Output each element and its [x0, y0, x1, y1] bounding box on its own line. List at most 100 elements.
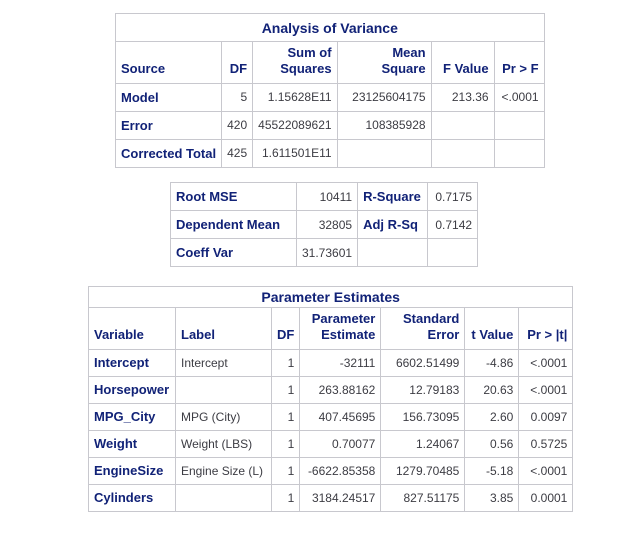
params-cell-label: Weight (LBS): [175, 429, 272, 458]
params-col-pr-t: Pr > |t|: [518, 307, 574, 350]
params-cell-df: 1: [270, 348, 301, 377]
params-cell-estimate: 3184.24517: [299, 483, 382, 512]
anova-cell-p: <.0001: [493, 82, 545, 112]
fit-value: 32805: [295, 210, 359, 239]
table-row: Corrected Total 425 1.611501E11: [114, 138, 545, 168]
fit-statistics-table: Root MSE 10411 R-Square 0.7175 Dependent…: [170, 182, 479, 267]
params-col-estimate: Parameter Estimate: [299, 307, 382, 350]
anova-cell-ss: 1.15628E11: [252, 82, 338, 112]
params-cell-estimate: 407.45695: [299, 402, 382, 431]
params-row-label: Weight: [88, 429, 176, 458]
anova-cell-ms: [336, 138, 432, 168]
params-cell-t: -4.86: [464, 348, 520, 377]
parameter-estimates-table: Parameter Estimates Variable Label DF Pa…: [87, 286, 574, 512]
anova-row-label: Corrected Total: [114, 138, 223, 168]
params-cell-stderr: 6602.51499: [380, 348, 466, 377]
anova-col-df: DF: [221, 41, 254, 84]
anova-col-source: Source: [114, 41, 223, 84]
table-row: Dependent Mean 32805 Adj R-Sq 0.7142: [170, 210, 479, 239]
anova-cell-ms: 108385928: [336, 110, 432, 140]
params-cell-stderr: 1.24067: [380, 429, 466, 458]
anova-col-sum-of-squares: Sum of Squares: [252, 41, 338, 84]
params-cell-p: 0.0097: [518, 402, 574, 431]
anova-title-row: Analysis of Variance: [115, 13, 545, 42]
params-cell-t: -5.18: [464, 456, 520, 485]
fit-row-label: [357, 238, 429, 267]
params-cell-estimate: -6622.85358: [299, 456, 382, 485]
anova-col-mean-square: Mean Square: [336, 41, 432, 84]
params-cell-t: 2.60: [464, 402, 520, 431]
params-cell-p: <.0001: [518, 348, 574, 377]
fit-row-label: Adj R-Sq: [357, 210, 429, 239]
fit-row-label: Dependent Mean: [170, 210, 297, 239]
anova-cell-df: 425: [221, 138, 254, 168]
params-cell-t: 20.63: [464, 375, 520, 404]
fit-value: [427, 238, 479, 267]
table-row: Weight Weight (LBS) 1 0.70077 1.24067 0.…: [88, 429, 574, 458]
anova-row-label: Model: [114, 82, 223, 112]
table-row: EngineSize Engine Size (L) 1 -6622.85358…: [88, 456, 574, 485]
params-cell-df: 1: [270, 402, 301, 431]
table-row: Coeff Var 31.73601: [170, 238, 479, 267]
fit-row-label: Coeff Var: [170, 238, 297, 267]
anova-cell-df: 5: [221, 82, 254, 112]
params-row-label: Horsepower: [88, 375, 176, 404]
anova-title: Analysis of Variance: [115, 13, 545, 42]
params-cell-label: Intercept: [175, 348, 272, 377]
fit-row-label: Root MSE: [170, 182, 297, 211]
params-cell-t: 3.85: [464, 483, 520, 512]
fit-value: 31.73601: [295, 238, 359, 267]
params-row-label: EngineSize: [88, 456, 176, 485]
anova-cell-p: [493, 110, 545, 140]
params-cell-df: 1: [270, 456, 301, 485]
params-col-df: DF: [270, 307, 301, 350]
anova-cell-p: [493, 138, 545, 168]
anova-cell-f: [430, 138, 495, 168]
params-cell-label: MPG (City): [175, 402, 272, 431]
params-cell-df: 1: [270, 375, 301, 404]
anova-col-pr-f: Pr > F: [493, 41, 545, 84]
params-cell-estimate: -32111: [299, 348, 382, 377]
params-row-label: Cylinders: [88, 483, 176, 512]
params-cell-label: [175, 483, 272, 512]
params-cell-label: [175, 375, 272, 404]
params-title: Parameter Estimates: [87, 286, 574, 308]
params-cell-df: 1: [270, 483, 301, 512]
params-col-t-value: t Value: [464, 307, 520, 350]
params-cell-stderr: 12.79183: [380, 375, 466, 404]
fit-row-label: R-Square: [357, 182, 429, 211]
table-row: MPG_City MPG (City) 1 407.45695 156.7309…: [88, 402, 574, 431]
anova-cell-ms: 23125604175: [336, 82, 432, 112]
params-cell-stderr: 827.51175: [380, 483, 466, 512]
params-row-label: Intercept: [88, 348, 176, 377]
anova-header-row: Source DF Sum of Squares Mean Square F V…: [114, 41, 545, 84]
anova-cell-f: [430, 110, 495, 140]
params-title-row: Parameter Estimates: [87, 286, 574, 308]
params-col-variable: Variable: [88, 307, 176, 350]
anova-cell-ss: 1.611501E11: [252, 138, 338, 168]
params-header-row: Variable Label DF Parameter Estimate Sta…: [88, 307, 574, 350]
params-col-label: Label: [175, 307, 272, 350]
table-row: Error 420 45522089621 108385928: [114, 110, 545, 140]
anova-row-label: Error: [114, 110, 223, 140]
params-cell-estimate: 0.70077: [299, 429, 382, 458]
params-cell-p: <.0001: [518, 375, 574, 404]
params-cell-p: 0.0001: [518, 483, 574, 512]
fit-value: 10411: [295, 182, 359, 211]
params-col-stderr: Standard Error: [380, 307, 466, 350]
table-row: Intercept Intercept 1 -32111 6602.51499 …: [88, 348, 574, 377]
anova-cell-df: 420: [221, 110, 254, 140]
anova-table: Analysis of Variance Source DF Sum of Sq…: [114, 13, 545, 168]
fit-value: 0.7175: [427, 182, 479, 211]
params-cell-label: Engine Size (L): [175, 456, 272, 485]
anova-cell-f: 213.36: [430, 82, 495, 112]
anova-col-f-value: F Value: [430, 41, 495, 84]
params-cell-stderr: 1279.70485: [380, 456, 466, 485]
fit-value: 0.7142: [427, 210, 479, 239]
params-cell-p: 0.5725: [518, 429, 574, 458]
params-row-label: MPG_City: [88, 402, 176, 431]
anova-cell-ss: 45522089621: [252, 110, 338, 140]
params-cell-estimate: 263.88162: [299, 375, 382, 404]
table-row: Root MSE 10411 R-Square 0.7175: [170, 182, 479, 211]
table-row: Horsepower 1 263.88162 12.79183 20.63 <.…: [88, 375, 574, 404]
